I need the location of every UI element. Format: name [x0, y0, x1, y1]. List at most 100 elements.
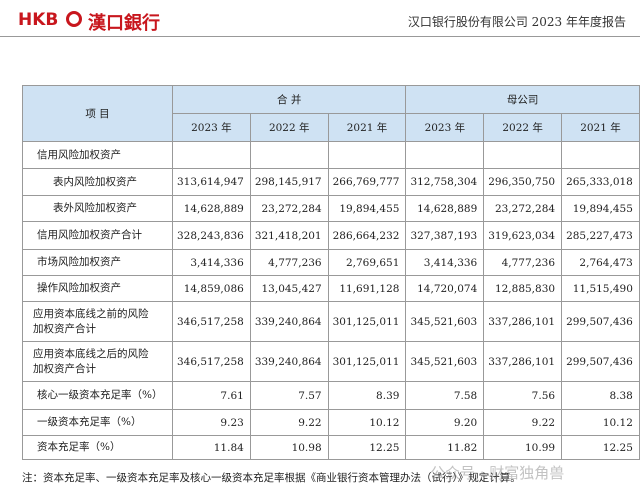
watermark: 公众号 · 财富独角兽	[430, 464, 565, 482]
cell: 9.22	[249, 409, 329, 436]
cell: 12.25	[327, 435, 407, 460]
cell	[249, 141, 329, 169]
cell: 299,507,436	[561, 301, 640, 342]
item-header: 项 目	[22, 85, 173, 142]
year-header: 2021 年	[561, 113, 640, 142]
cell	[172, 141, 251, 169]
cell: 10.12	[327, 409, 407, 436]
cell: 312,758,304	[405, 168, 485, 196]
year-header: 2022 年	[249, 113, 329, 142]
cell: 301,125,011	[327, 341, 407, 382]
row-label: 表外风险加权资产	[22, 195, 173, 222]
table-row: 信用风险加权资产	[22, 141, 640, 169]
header-rule	[0, 36, 640, 37]
cell: 7.61	[172, 381, 251, 410]
row-label: 表内风险加权资产	[22, 168, 173, 196]
cell: 11.82	[405, 435, 485, 460]
cell: 9.20	[405, 409, 485, 436]
table: 项 目 合 并 母公司 2023 年 2022 年 2021 年 2023 年 2022…	[22, 85, 640, 460]
cell: 296,350,750	[483, 168, 563, 196]
cell: 10.12	[561, 409, 640, 436]
report-title: 汉口银行股份有限公司 2023 年年度报告	[407, 15, 626, 29]
cell: 2,769,651	[327, 249, 407, 276]
logo-icon	[66, 11, 82, 27]
cell: 2,764,473	[561, 249, 640, 276]
cell: 346,517,258	[172, 301, 251, 342]
cell: 265,333,018	[561, 168, 640, 196]
note: 注：资本充足率、一级资本充足率及核心一级资本充足率根据《商业银行资本管理办法（试…	[22, 472, 521, 484]
cell: 319,623,034	[483, 221, 563, 250]
cell: 337,286,101	[483, 301, 563, 342]
cell: 339,240,864	[249, 341, 329, 382]
cell: 313,614,947	[172, 168, 251, 196]
year-header: 2023 年	[172, 113, 251, 142]
group-header: 合 并	[171, 85, 407, 114]
cell: 11,515,490	[561, 275, 640, 302]
cell: 266,769,777	[327, 168, 407, 196]
cell: 328,243,836	[172, 221, 251, 250]
cell: 12,885,830	[483, 275, 563, 302]
logo-name: 漢口銀行	[88, 13, 160, 34]
cell: 4,777,236	[249, 249, 329, 276]
cell: 10.99	[483, 435, 563, 460]
table-row: 核心一级资本充足率（%） 7.61 7.57 8.39 7.58 7.56 8.38	[22, 381, 640, 410]
cell: 4,777,236	[483, 249, 563, 276]
year-header: 2022 年	[483, 113, 563, 142]
cell: 285,227,473	[561, 221, 640, 250]
group-header: 母公司	[405, 85, 640, 114]
row-label: 市场风险加权资产	[22, 249, 173, 276]
row-label: 操作风险加权资产	[22, 275, 173, 302]
cell: 346,517,258	[172, 341, 251, 382]
cell: 14,859,086	[172, 275, 251, 302]
year-header: 2023 年	[405, 113, 485, 142]
cell: 3,414,336	[405, 249, 485, 276]
row-label: 应用资本底线之后的风险 加权资产合计	[22, 341, 173, 382]
cell: 7.58	[405, 381, 485, 410]
cell: 298,145,917	[249, 168, 329, 196]
cell: 14,720,074	[405, 275, 485, 302]
cell: 23,272,284	[483, 195, 563, 222]
cell: 8.38	[561, 381, 640, 410]
cell: 3,414,336	[172, 249, 251, 276]
table-row: 市场风险加权资产 3,414,336 4,777,236 2,769,651 3,414…	[22, 249, 640, 276]
cell: 9.23	[172, 409, 251, 436]
cell: 23,272,284	[249, 195, 329, 222]
table-row: 一级资本充足率（%） 9.23 9.22 10.12 9.20 9.22 10.12	[22, 409, 640, 436]
table-row: 表外风险加权资产 14,628,889 23,272,284 19,894,455 14…	[22, 195, 640, 222]
cell: 11.84	[172, 435, 251, 460]
cell: 9.22	[483, 409, 563, 436]
cell: 19,894,455	[561, 195, 640, 222]
cell	[561, 141, 640, 169]
cell: 13,045,427	[249, 275, 329, 302]
logo-letters: HKB	[18, 10, 59, 30]
table-row: 表内风险加权资产 313,614,947 298,145,917 266,769,77…	[22, 168, 640, 196]
cell: 345,521,603	[405, 301, 485, 342]
table-row: 资本充足率（%） 11.84 10.98 12.25 11.82 10.99 12.25	[22, 435, 640, 460]
cell	[405, 141, 485, 169]
cell: 337,286,101	[483, 341, 563, 382]
cell: 7.56	[483, 381, 563, 410]
cell: 10.98	[249, 435, 329, 460]
cell	[327, 141, 407, 169]
table-row: 应用资本底线之后的风险 加权资产合计 346,517,258 339,240,864…	[22, 341, 640, 382]
row-label: 资本充足率（%）	[22, 435, 173, 460]
cell: 14,628,889	[405, 195, 485, 222]
cell: 8.39	[327, 381, 407, 410]
table-row: 信用风险加权资产合计 328,243,836 321,418,201 286,664,…	[22, 221, 640, 250]
header: HKB 漢口銀行 汉口银行股份有限公司 2023 年年度报告	[0, 0, 640, 40]
cell: 12.25	[561, 435, 640, 460]
row-label: 应用资本底线之前的风险 加权资产合计	[22, 301, 173, 342]
cell: 11,691,128	[327, 275, 407, 302]
cell: 7.57	[249, 381, 329, 410]
cell: 321,418,201	[249, 221, 329, 250]
cell: 327,387,193	[405, 221, 485, 250]
row-label: 信用风险加权资产	[22, 141, 173, 169]
table-row: 操作风险加权资产 14,859,086 13,045,427 11,691,128 14…	[22, 275, 640, 302]
cell: 14,628,889	[172, 195, 251, 222]
cell: 19,894,455	[327, 195, 407, 222]
row-label: 核心一级资本充足率（%）	[22, 381, 173, 410]
cell: 286,664,232	[327, 221, 407, 250]
row-label: 一级资本充足率（%）	[22, 409, 173, 436]
cell	[483, 141, 563, 169]
